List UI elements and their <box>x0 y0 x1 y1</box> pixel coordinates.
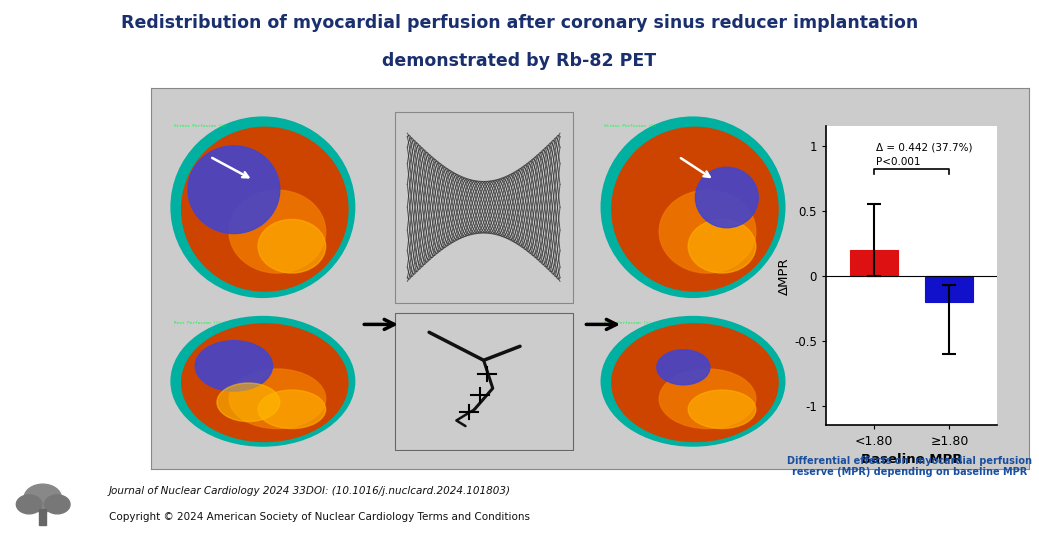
Ellipse shape <box>602 317 784 446</box>
Text: ELSEVIER: ELSEVIER <box>36 534 70 539</box>
Y-axis label: ΔMPR: ΔMPR <box>778 257 792 295</box>
Text: Rest Perfusion (%): Rest Perfusion (%) <box>174 321 221 325</box>
Ellipse shape <box>695 167 758 228</box>
Bar <box>926 276 974 302</box>
X-axis label: Baseline MPR: Baseline MPR <box>861 453 962 466</box>
Ellipse shape <box>171 317 354 446</box>
Ellipse shape <box>688 220 755 273</box>
Text: Stress Perfusion (%): Stress Perfusion (%) <box>604 124 657 128</box>
Circle shape <box>24 484 61 512</box>
Ellipse shape <box>612 324 778 441</box>
Text: demonstrated by Rb-82 PET: demonstrated by Rb-82 PET <box>382 52 657 70</box>
Ellipse shape <box>659 190 755 273</box>
Ellipse shape <box>195 341 272 391</box>
Text: Redistribution of myocardial perfusion after coronary sinus reducer implantation: Redistribution of myocardial perfusion a… <box>121 14 918 32</box>
Bar <box>850 250 898 276</box>
Ellipse shape <box>217 383 279 422</box>
Ellipse shape <box>688 390 755 429</box>
Circle shape <box>45 495 70 514</box>
Text: Journal of Nuclear Cardiology 2024 33DOI: (10.1016/j.nuclcard.2024.101803): Journal of Nuclear Cardiology 2024 33DOI… <box>109 486 511 496</box>
Circle shape <box>17 495 42 514</box>
Text: Stress Perfusion (%): Stress Perfusion (%) <box>174 124 227 128</box>
Ellipse shape <box>171 117 354 298</box>
Ellipse shape <box>657 350 710 385</box>
Ellipse shape <box>258 220 325 273</box>
Ellipse shape <box>258 390 325 429</box>
Text: Copyright © 2024 American Society of Nuclear Cardiology Terms and Conditions: Copyright © 2024 American Society of Nuc… <box>109 512 530 522</box>
Text: Differential effects on  myocardial perfusion
reserve (MPR) depending on baselin: Differential effects on myocardial perfu… <box>787 456 1032 477</box>
Ellipse shape <box>229 190 325 273</box>
Ellipse shape <box>612 127 778 291</box>
Text: Rest Perfusion (%): Rest Perfusion (%) <box>604 321 651 325</box>
Ellipse shape <box>188 146 279 233</box>
Bar <box>39 509 46 525</box>
Ellipse shape <box>229 369 325 429</box>
Ellipse shape <box>182 324 348 441</box>
Ellipse shape <box>182 127 348 291</box>
Ellipse shape <box>602 117 784 298</box>
Ellipse shape <box>659 369 755 429</box>
Text: Δ = 0.442 (37.7%)
P<0.001: Δ = 0.442 (37.7%) P<0.001 <box>876 143 973 166</box>
